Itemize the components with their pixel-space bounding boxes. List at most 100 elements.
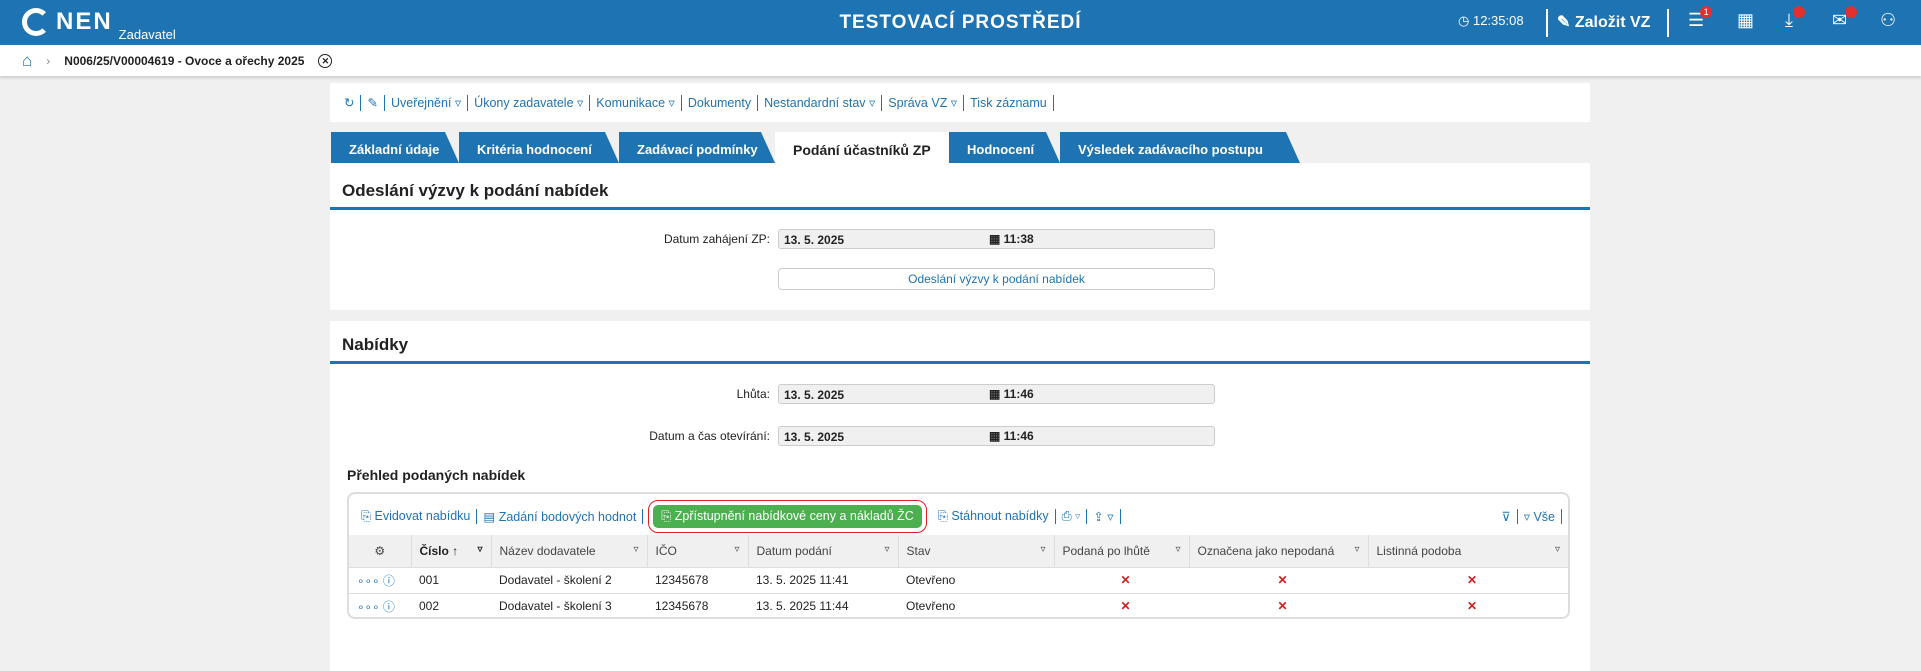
time-value: 11:46 (1003, 429, 1034, 443)
column-settings-icon[interactable]: ⚙ (349, 535, 412, 567)
date-value: 13. 5. 2025 (784, 233, 845, 247)
menu-sprava[interactable]: Správa VZ ▿ (882, 94, 965, 111)
section-title: Odeslání výzvy k podání nabídek (342, 181, 609, 200)
label: Název dodavatele (499, 543, 596, 558)
environment-title: TESTOVACÍ PROSTŘEDÍ (839, 12, 1082, 33)
otevirani-field[interactable]: 13. 5. 2025 ▦ 11:46 (778, 426, 1215, 446)
odeslani-panel: Odeslání výzvy k podání nabídek Datum za… (330, 163, 1590, 310)
label: Zpřístupnění nabídkové ceny a nákladů ŽC (674, 508, 914, 523)
cell: 002 (411, 592, 491, 619)
col-cislo[interactable]: Číslo ↑ ▿ (411, 535, 492, 567)
col-stav[interactable]: Stav ▿ (898, 535, 1055, 567)
label: Číslo (419, 543, 449, 558)
time-value: 11:38 (1003, 232, 1034, 246)
view-select[interactable]: ▿ Vše (1518, 508, 1562, 524)
cross-icon: ✕ (1189, 566, 1368, 593)
divider (330, 361, 1590, 364)
label: Stáhnout nabídky (951, 508, 1049, 523)
otevirani-label: Datum a čas otevírání: (649, 429, 770, 443)
divider (330, 207, 1590, 210)
nabidky-panel: Nabídky Lhůta: 13. 5. 2025 ▦ 11:46 Datum … (330, 321, 1590, 671)
tab-hodnoceni[interactable]: Hodnocení (949, 132, 1060, 163)
breadcrumb-item[interactable]: N006/25/V00004619 - Ovoce a ořechy 2025 (64, 53, 305, 68)
time: 12:35:08 (1472, 13, 1524, 28)
label: Listinná podoba (1376, 543, 1462, 558)
create-label: Založit VZ (1574, 14, 1651, 31)
lhuta-field[interactable]: 13. 5. 2025 ▦ 11:46 (778, 384, 1215, 404)
top-header: NEN Zadavatel TESTOVACÍ PROSTŘEDÍ ◷ 12:35… (0, 0, 1921, 45)
logo-text: NEN (56, 8, 113, 35)
edit-icon[interactable]: ✎ (361, 94, 385, 111)
tab-zakladni[interactable]: Základní údaje (331, 132, 459, 163)
time-value: 11:46 (1003, 387, 1034, 401)
label: IČO (655, 543, 677, 558)
create-vz-button[interactable]: ✎ Založit VZ (1557, 14, 1651, 31)
cell: Dodavatel - školení 3 (491, 592, 647, 619)
odeslani-vyzvy-button[interactable]: Odeslání výzvy k podání nabídek (778, 268, 1215, 290)
datum-zahajeni-field[interactable]: 13. 5. 2025 ▦ 11:38 (778, 229, 1215, 249)
mail-icon[interactable]: ✉ (1832, 6, 1858, 31)
cross-icon: ✕ (1368, 566, 1568, 593)
evidovat-button[interactable]: ⎘ Evidovat nabídku (355, 508, 478, 524)
tab-vysledek[interactable]: Výsledek zadávacího postupu (1060, 132, 1300, 163)
nen-logo[interactable]: NEN Zadavatel (22, 8, 176, 42)
tab-podani[interactable]: Podání účastníků ZP (775, 132, 949, 163)
col-datum[interactable]: Datum podání ▿ (748, 535, 899, 567)
clock: ◷ 12:35:08 (1458, 13, 1524, 28)
col-listinna[interactable]: Listinná podoba ▿ (1368, 535, 1568, 567)
calendar-icon[interactable]: ▦ 11:38 (989, 232, 1034, 246)
menu-nestandardni[interactable]: Nestandardní stav ▿ (758, 94, 883, 111)
tab-kriteria[interactable]: Kritéria hodnocení (459, 132, 619, 163)
cell: 001 (411, 566, 491, 593)
user-icon[interactable]: ⚇ (1880, 10, 1897, 30)
home-icon[interactable]: ⌂ (22, 50, 33, 70)
refresh-icon[interactable]: ↻ (338, 94, 362, 111)
cross-icon: ✕ (1189, 592, 1368, 619)
label: Podaná po lhůtě (1062, 543, 1150, 558)
row-actions[interactable]: ∘∘∘ ⓘ (349, 592, 411, 619)
col-nazev[interactable]: Název dodavatele ▿ (491, 535, 648, 567)
cell: 12345678 (647, 566, 748, 593)
stahnout-button[interactable]: ⎘ Stáhnout nabídky (932, 508, 1056, 524)
breadcrumb: ⌂ › N006/25/V00004619 - Ovoce a ořechy 2… (0, 45, 1921, 76)
menu-dokumenty[interactable]: Dokumenty (682, 94, 759, 111)
col-podana[interactable]: Podaná po lhůtě ▿ (1054, 535, 1190, 567)
label: Datum podání (756, 543, 832, 558)
action-toolbar: ↻ ✎ Uveřejnění ▿ Úkony zadavatele ▿ Komu… (330, 83, 1590, 122)
filter-icon[interactable]: ⊽ (1496, 508, 1518, 524)
date-value: 13. 5. 2025 (784, 388, 845, 402)
col-ico[interactable]: IČO ▿ (647, 535, 749, 567)
logo-sub: Zadavatel (118, 27, 176, 42)
row-actions[interactable]: ∘∘∘ ⓘ (349, 566, 411, 593)
cell: Otevřeno (898, 566, 1054, 593)
table-row[interactable]: ∘∘∘ ⓘ 002 Dodavatel - školení 3 12345678… (349, 592, 1568, 619)
chevron-right-icon: › (46, 53, 51, 68)
export-icon[interactable]: ⇪ ▿ (1087, 508, 1121, 524)
menu-icon[interactable]: ☰ 1 (1688, 6, 1713, 31)
tab-zadavaci[interactable]: Zadávací podmínky (619, 132, 775, 163)
lhuta-label: Lhůta: (736, 387, 770, 401)
calendar-icon[interactable]: ▦ (1737, 10, 1755, 30)
col-oznacena[interactable]: Označena jako nepodaná ▿ (1189, 535, 1369, 567)
menu-komunikace[interactable]: Komunikace ▿ (590, 94, 682, 111)
print-icon[interactable]: ⎙ ▿ (1056, 508, 1088, 524)
offers-grid: ⎘ Evidovat nabídku ▤ Zadání bodových hod… (347, 492, 1570, 619)
zadani-button[interactable]: ▤ Zadání bodových hodnot (477, 508, 644, 524)
cell: 13. 5. 2025 11:41 (748, 566, 898, 593)
close-icon[interactable]: ✕ (318, 53, 333, 68)
cross-icon: ✕ (1368, 592, 1568, 619)
menu-ukony[interactable]: Úkony zadavatele ▿ (468, 94, 591, 111)
calendar-icon[interactable]: ▦ 11:46 (989, 429, 1034, 443)
offers-table: ⚙ Číslo ↑ ▿ Název dodavatele ▿ IČO ▿ Datum… (349, 535, 1568, 619)
datum-zahajeni-label: Datum zahájení ZP: (663, 232, 770, 246)
menu-uverejneni[interactable]: Uveřejnění ▿ (385, 94, 469, 111)
cross-icon: ✕ (1054, 566, 1189, 593)
download-icon[interactable]: ⤓ (1785, 6, 1805, 31)
label: Zadání bodových hodnot (498, 509, 637, 524)
calendar-icon[interactable]: ▦ 11:46 (989, 387, 1034, 401)
grid-toolbar: ⎘ Evidovat nabídku ▤ Zadání bodových hod… (355, 499, 1562, 533)
table-row[interactable]: ∘∘∘ ⓘ 001 Dodavatel - školení 2 12345678… (349, 566, 1568, 593)
menu-tisk[interactable]: Tisk záznamu (964, 94, 1054, 111)
zpristupneni-button[interactable]: ⎘ Zpřístupnění nabídkové ceny a nákladů … (648, 499, 927, 533)
divider (1667, 9, 1669, 37)
